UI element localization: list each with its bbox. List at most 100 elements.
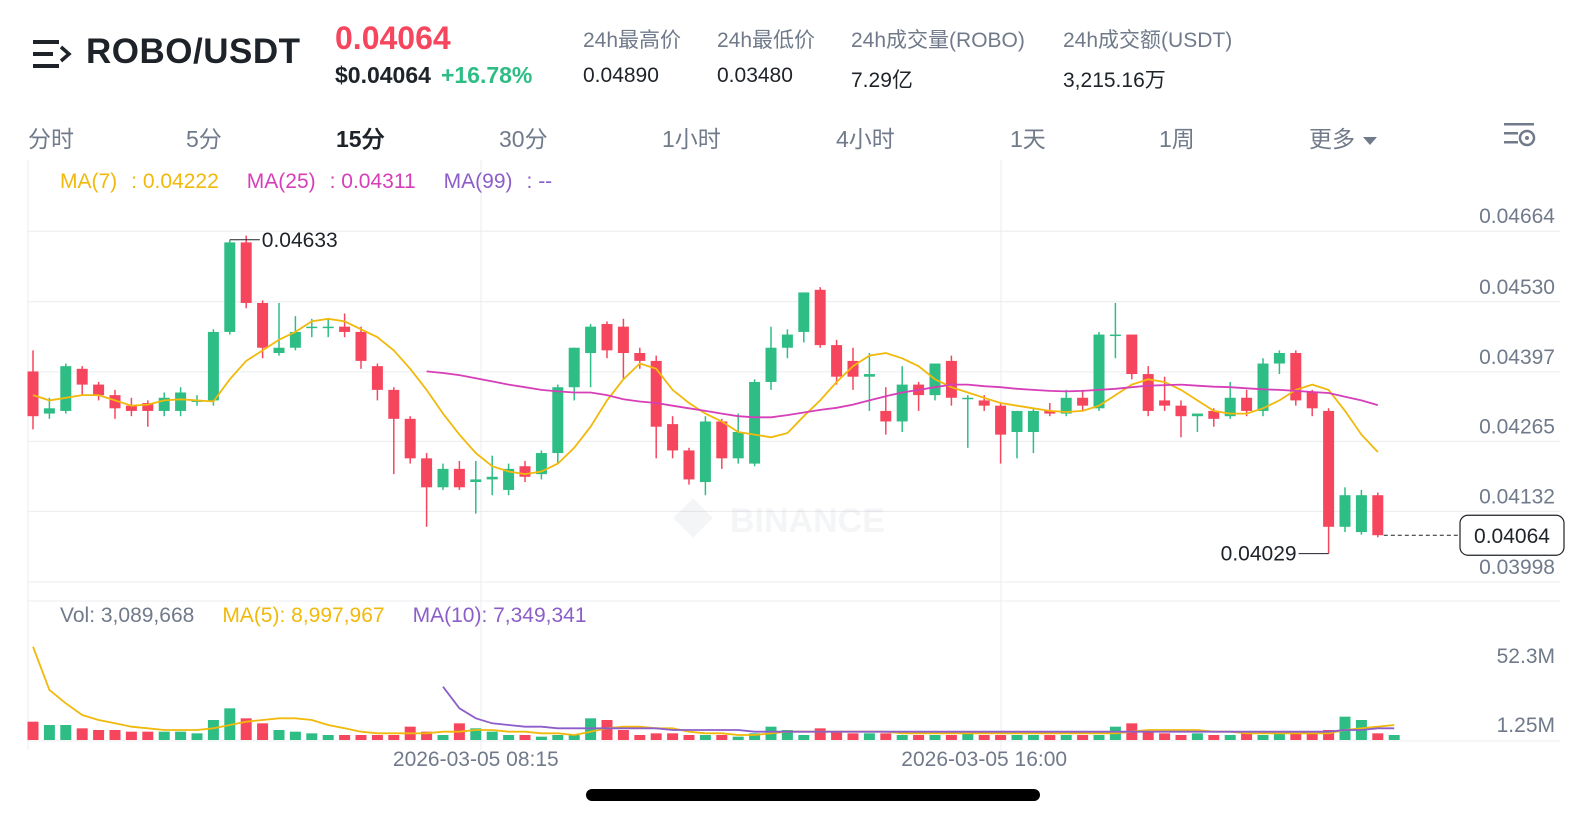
volume-bar: [1339, 716, 1351, 740]
candle-body: [814, 289, 826, 346]
candle-body: [716, 421, 728, 459]
candle-body: [978, 400, 990, 406]
volume-bar: [27, 721, 39, 740]
last-price-box: [1459, 514, 1565, 556]
vol-ma5-value: 8,997,967: [291, 604, 385, 627]
tab-15m[interactable]: 15分: [336, 126, 385, 152]
ma25-label: MA(25): [246, 170, 316, 193]
volume-bar: [716, 735, 728, 740]
stat-label: 24h最低价: [717, 29, 816, 52]
low-marker-label: 0.04029: [1221, 543, 1297, 566]
candle-body: [207, 331, 219, 401]
candle-body: [371, 366, 383, 390]
ma25-line: [426, 370, 1379, 419]
volume-bar: [355, 735, 367, 740]
volume-tick-label: 52.3M: [1497, 645, 1555, 668]
candle-body: [1175, 405, 1187, 417]
candle-body: [1093, 334, 1105, 409]
candle-body: [273, 347, 285, 353]
tab-1h[interactable]: 1小时: [662, 126, 721, 152]
candle-body: [1060, 397, 1072, 414]
candle-body: [880, 410, 892, 422]
candle-body: [962, 397, 974, 400]
volume-bar: [1388, 735, 1400, 740]
volume-bar: [240, 718, 252, 740]
volume-ma10-line: [442, 686, 1395, 733]
candle-body: [322, 326, 334, 329]
home-indicator[interactable]: [586, 789, 1040, 801]
candle-body: [1224, 397, 1236, 417]
candle-body: [486, 476, 498, 480]
volume-bar: [962, 731, 974, 740]
volume-bar: [1257, 735, 1269, 740]
candle-body: [1044, 410, 1056, 414]
tab-1d[interactable]: 1天: [1010, 126, 1046, 152]
candle-body: [60, 366, 72, 411]
candle-body: [765, 347, 777, 382]
tab-more[interactable]: 更多: [1309, 120, 1377, 154]
interval-tabs: 分时 5分 15分 30分 1小时 4小时 1天 1周 更多: [0, 110, 1589, 160]
volume-bar: [257, 723, 269, 740]
volume-bar: [1372, 733, 1384, 740]
change-percent: +16.78%: [440, 62, 533, 88]
ma99-value: --: [538, 170, 553, 193]
volume-ma5-line: [32, 646, 1395, 736]
volume-bar: [1191, 733, 1203, 740]
candle-body: [863, 374, 875, 377]
candle-body: [585, 326, 597, 353]
caret-down-icon: [1363, 136, 1377, 145]
tab-time-sharing[interactable]: 分时: [28, 126, 74, 152]
volume-bar: [1290, 731, 1302, 740]
candle-body: [1273, 353, 1285, 364]
tab-1w[interactable]: 1周: [1159, 126, 1195, 152]
volume-bar: [667, 733, 679, 740]
candle-body: [453, 468, 465, 488]
candle-body: [503, 468, 515, 490]
volume-bar: [699, 735, 711, 740]
volume-bar: [601, 720, 613, 740]
vol-current-value: 3,089,668: [100, 604, 195, 627]
tab-30m[interactable]: 30分: [499, 126, 548, 152]
last-price-label: 0.04064: [1474, 525, 1550, 548]
stat-24h-low: 24h最低价 0.03480: [717, 24, 815, 88]
stat-24h-turnover: 24h成交额(USDT) 3,215.16万: [1063, 24, 1232, 94]
candle-body: [650, 360, 662, 427]
volume-bar: [568, 735, 580, 740]
tab-5m[interactable]: 5分: [186, 126, 222, 152]
candle-body: [683, 450, 695, 480]
candle-body: [1257, 363, 1269, 411]
kline-chart[interactable]: BINANCE 0.046640.045300.043970.042650.04…: [0, 160, 1589, 788]
volume-bar: [781, 730, 793, 740]
volume-bar: [863, 733, 875, 740]
vol-current-legend: Vol: 3,089,668: [60, 604, 195, 627]
volume-bar: [978, 735, 990, 740]
candle-body: [76, 368, 88, 385]
volume-bar: [43, 725, 55, 740]
candle-body: [552, 387, 564, 454]
vol-ma10-legend: MA(10): 7,349,341: [412, 604, 587, 627]
candle-body: [535, 453, 547, 475]
candle-body: [1323, 410, 1335, 527]
price-tick-label: 0.04664: [1479, 205, 1555, 228]
ma7-label: MA(7): [60, 170, 118, 193]
volume-legend: Vol: 3,089,668 MA(5): 8,997,967 MA(10): 7,…: [60, 604, 615, 628]
volume-bar: [175, 731, 187, 740]
ma7-legend: MA(7): 0.04222: [60, 170, 219, 193]
chart-grid: [27, 160, 1560, 750]
volume-bar: [339, 735, 351, 740]
candle-body: [142, 403, 154, 411]
volume-bar: [732, 736, 744, 740]
volume-bar: [650, 733, 662, 740]
candle-body: [175, 392, 187, 411]
menu-icon[interactable]: [30, 34, 74, 74]
candles: [27, 235, 1384, 554]
volume-bar: [158, 731, 170, 740]
volume-bar: [995, 735, 1007, 740]
tab-4h[interactable]: 4小时: [836, 126, 895, 152]
trading-pair-title[interactable]: ROBO/USDT: [86, 32, 301, 71]
volume-bar: [1323, 730, 1335, 740]
candle-body: [388, 389, 400, 419]
last-price: 0.04064: [335, 20, 451, 56]
chart-settings-icon[interactable]: [1502, 118, 1538, 150]
volume-bar: [388, 735, 400, 740]
